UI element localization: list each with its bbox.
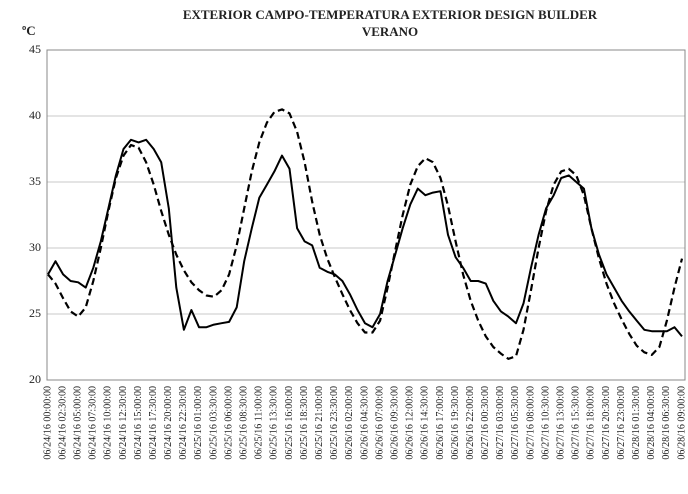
x-tick-label: 06/24/16 15:00:00 (133, 386, 144, 460)
x-tick-label: 06/28/16 06:30:00 (661, 386, 672, 460)
x-tick-label: 06/26/16 17:00:00 (435, 386, 446, 460)
x-tick-label: 06/26/16 07:00:00 (374, 386, 385, 460)
y-tick-label: 25 (29, 306, 41, 320)
chart-subtitle: VERANO (362, 24, 418, 39)
x-tick-label: 06/25/16 01:00:00 (193, 386, 204, 460)
x-tick-label: 06/27/16 03:00:00 (495, 386, 506, 460)
x-tick-label: 06/25/16 08:30:00 (239, 386, 250, 460)
x-tick-label: 06/24/16 07:30:00 (88, 386, 99, 460)
x-tick-label: 06/26/16 19:30:00 (450, 386, 461, 460)
y-tick-label: 20 (29, 372, 41, 386)
x-tick-label: 06/26/16 22:00:00 (465, 386, 476, 460)
x-tick-label: 06/26/16 04:30:00 (359, 386, 370, 460)
x-tick-label: 06/24/16 22:30:00 (178, 386, 189, 460)
x-tick-label: 06/27/16 05:30:00 (510, 386, 521, 460)
x-tick-label: 06/24/16 12:30:00 (118, 386, 129, 460)
x-tick-label: 06/24/16 00:00:00 (42, 386, 53, 460)
x-tick-label: 06/27/16 00:30:00 (480, 386, 491, 460)
plot-frame (46, 49, 686, 381)
x-tick-label: 06/25/16 06:00:00 (223, 386, 234, 460)
x-tick-label: 06/24/16 17:30:00 (148, 386, 159, 460)
x-tick-label: 06/24/16 05:00:00 (72, 386, 83, 460)
x-tick-label: 06/26/16 14:30:00 (420, 386, 431, 460)
x-tick-label: 06/26/16 09:30:00 (389, 386, 400, 460)
x-tick-label: 06/24/16 10:00:00 (103, 386, 114, 460)
series-line (47, 108, 684, 360)
x-tick-label: 06/27/16 13:00:00 (556, 386, 567, 460)
series-line (47, 138, 683, 338)
x-tick-label: 06/26/16 12:00:00 (405, 386, 416, 460)
x-tick-label: 06/25/16 21:00:00 (314, 386, 325, 460)
y-tick-label: 45 (29, 42, 41, 56)
y-tick-label: 35 (29, 174, 41, 188)
x-tick-label: 06/24/16 02:30:00 (57, 386, 68, 460)
chart-title: EXTERIOR CAMPO-TEMPERATURA EXTERIOR DESI… (183, 7, 598, 22)
x-tick-label: 06/27/16 23:00:00 (616, 386, 627, 460)
x-tick-label: 06/27/16 08:00:00 (525, 386, 536, 460)
x-tick-label: 06/25/16 13:30:00 (269, 386, 280, 460)
x-tick-label: 06/25/16 11:00:00 (254, 386, 265, 459)
x-tick-label: 06/27/16 15:30:00 (571, 386, 582, 460)
x-tick-label: 06/24/16 20:00:00 (163, 386, 174, 460)
x-tick-label: 06/25/16 03:30:00 (208, 386, 219, 460)
x-tick-label: 06/28/16 04:00:00 (646, 386, 657, 460)
x-tick-label: 06/26/16 02:00:00 (344, 386, 355, 460)
x-tick-label: 06/27/16 18:00:00 (586, 386, 597, 460)
y-tick-label: 30 (29, 240, 41, 254)
x-tick-label: 06/28/16 01:30:00 (631, 386, 642, 460)
y-axis-label: ºC (22, 23, 36, 38)
y-tick-label: 40 (29, 108, 41, 122)
x-tick-label: 06/25/16 18:30:00 (299, 386, 310, 460)
x-tick-label: 06/27/16 20:30:00 (601, 386, 612, 460)
x-tick-label: 06/25/16 23:30:00 (329, 386, 340, 460)
x-tick-label: 06/27/16 10:30:00 (540, 386, 551, 460)
x-tick-label: 06/28/16 09:00:00 (676, 386, 687, 460)
x-tick-label: 06/25/16 16:00:00 (284, 386, 295, 460)
